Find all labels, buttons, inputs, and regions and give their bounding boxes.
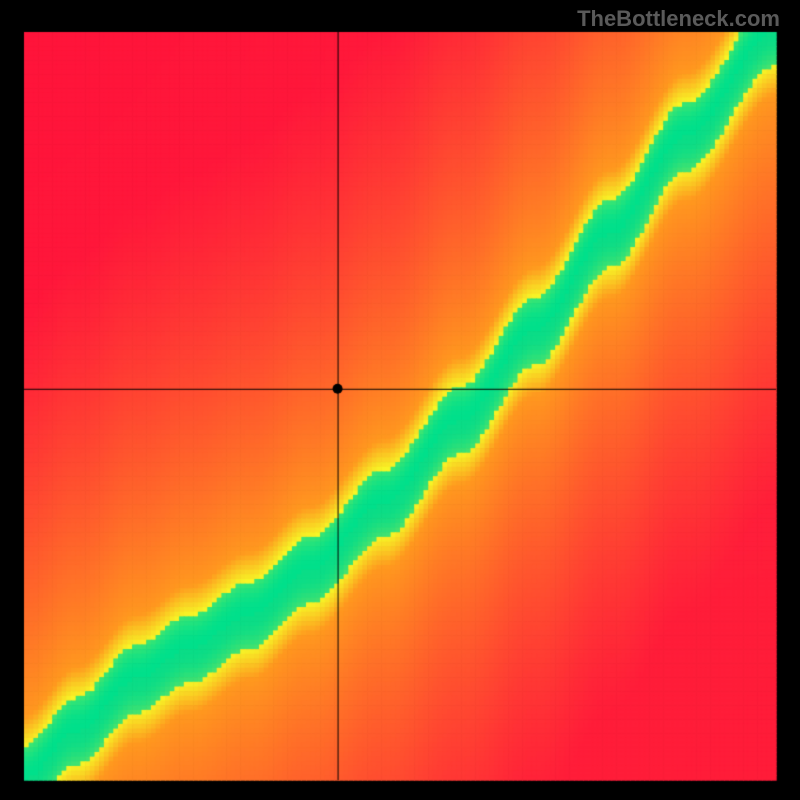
figure-container: TheBottleneck.com	[0, 0, 800, 800]
watermark-text: TheBottleneck.com	[577, 6, 780, 32]
heatmap-canvas	[0, 0, 800, 800]
